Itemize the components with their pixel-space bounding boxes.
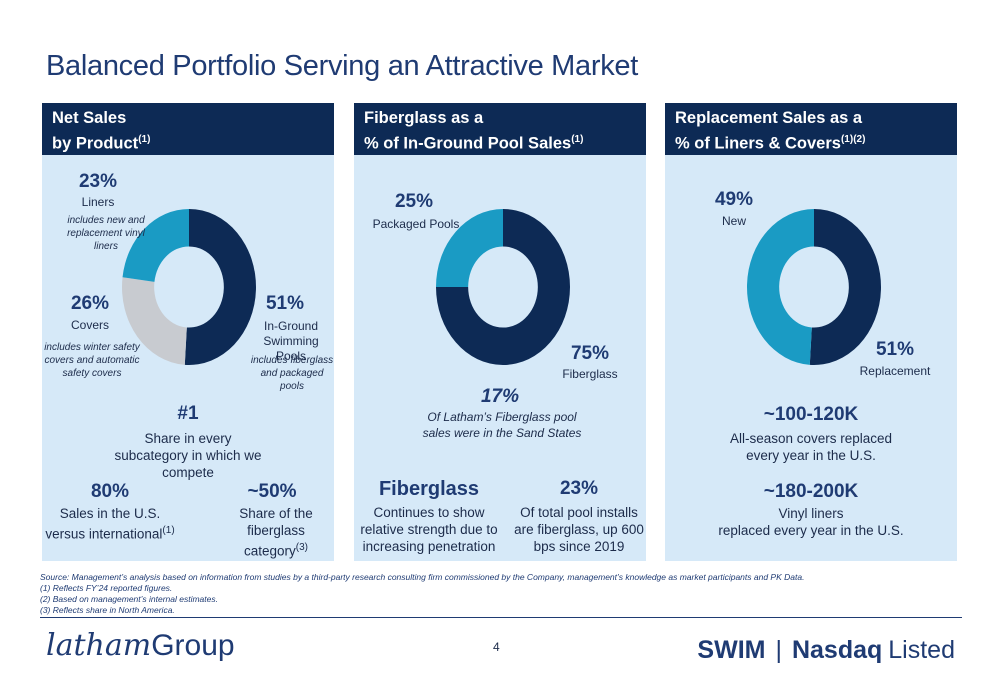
- liners-text2: replaced every year in the U.S.: [718, 523, 904, 538]
- page-title: Balanced Portfolio Serving an Attractive…: [46, 50, 638, 82]
- footnote-3: (3) Reflects share in North America.: [40, 605, 175, 615]
- fg-text: Continues to show relative strength due …: [360, 505, 498, 554]
- liners-range: ~180-200K: [763, 481, 859, 502]
- header-line1: Replacement Sales as a: [675, 109, 863, 127]
- repl-pct: 51%: [875, 339, 915, 360]
- sand-pct: 17%: [480, 386, 520, 407]
- rank: #1: [177, 403, 199, 424]
- footnote-1: (1) Reflects FY’24 reported figures.: [40, 583, 173, 593]
- header-sup: (1): [571, 134, 584, 145]
- repl-label: Replacement: [859, 364, 931, 378]
- footnotes: Source: Management’s analysis based on i…: [40, 572, 804, 616]
- fg-title: Fiberglass: [378, 478, 480, 500]
- logo-word: latham: [46, 628, 152, 663]
- header-line2: % of In-Ground Pool Sales: [364, 134, 572, 153]
- covers-text: All-season covers replaced every year in…: [729, 431, 893, 463]
- covers-slice: [121, 277, 187, 365]
- liners-label: Liners: [81, 195, 115, 209]
- us-text: Sales in the U.S. versus international: [45, 506, 163, 542]
- logo-group: Group: [151, 629, 235, 662]
- fiberglass-donut: [436, 209, 570, 365]
- footnote-source: Source: Management’s analysis based on i…: [40, 572, 805, 582]
- footer-divider: [40, 617, 962, 618]
- header-line1: Net Sales: [52, 109, 127, 127]
- ticker-swim: SWIM: [697, 636, 766, 664]
- covers-note: includes winter safety covers and automa…: [44, 342, 140, 379]
- new-pct: 49%: [714, 189, 754, 210]
- packaged-pools-slice: [436, 209, 503, 287]
- panel-net-sales-header: Net Sales by Product(1): [42, 103, 334, 155]
- liners-note: includes new and replacement vinyl liner…: [67, 215, 145, 252]
- panel-net-sales: Net Sales by Product(1) 23% Liners inclu…: [42, 103, 334, 561]
- header-sup: (1): [138, 134, 151, 145]
- panel-fiberglass: Fiberglass as a % of In-Ground Pool Sale…: [354, 103, 646, 561]
- panel-fiberglass-header: Fiberglass as a % of In-Ground Pool Sale…: [354, 103, 646, 155]
- replacement-slice: [809, 209, 882, 365]
- panel-replacement: Replacement Sales as a % of Liners & Cov…: [665, 103, 957, 561]
- header-sup: (1)(2): [840, 134, 866, 145]
- share-pct: ~50%: [247, 481, 297, 502]
- installs-text: Of total pool installs are fiberglass, u…: [514, 505, 644, 554]
- us-sup: (1): [162, 525, 175, 536]
- ticker: SWIM | Nasdaq Listed: [697, 636, 955, 665]
- header-line2: by Product: [52, 134, 139, 153]
- ticker-listed: Listed: [888, 636, 955, 664]
- packaged-label: Packaged Pools: [372, 217, 460, 231]
- footnote-2: (2) Based on management’s internal estim…: [40, 594, 218, 604]
- header-line1: Fiberglass as a: [364, 109, 484, 127]
- new-slice: [747, 209, 814, 365]
- covers-label: Covers: [70, 318, 109, 332]
- covers-pct: 26%: [70, 293, 110, 314]
- net-sales-donut: [121, 209, 257, 365]
- page-number: 4: [493, 640, 500, 654]
- ticker-nasdaq: Nasdaq: [791, 636, 883, 664]
- liners-slice: [122, 209, 189, 282]
- new-label: New: [721, 214, 746, 228]
- fiberglass-pct: 75%: [570, 343, 610, 364]
- share-sup: (3): [295, 542, 308, 553]
- liners-text1: Vinyl liners: [778, 506, 844, 521]
- us-pct: 80%: [90, 481, 130, 502]
- packaged-pct: 25%: [394, 191, 434, 212]
- header-line2: % of Liners & Covers: [675, 134, 841, 153]
- rank-text: Share in every subcategory in which we c…: [114, 431, 262, 480]
- ticker-separator: |: [775, 636, 782, 664]
- replacement-donut: [747, 209, 882, 365]
- panel-replacement-header: Replacement Sales as a % of Liners & Cov…: [665, 103, 957, 155]
- fiberglass-slice: [436, 209, 570, 365]
- liners-pct: 23%: [78, 171, 118, 192]
- share-text: Share of the fiberglass category: [239, 506, 313, 559]
- pools-pct: 51%: [265, 293, 305, 314]
- latham-logo: lathamGroup: [46, 628, 235, 663]
- installs-pct: 23%: [559, 478, 599, 499]
- sand-text: Of Latham’s Fiberglass pool sales were i…: [422, 410, 582, 440]
- fiberglass-label: Fiberglass: [562, 367, 618, 381]
- pools-slice: [184, 209, 257, 365]
- pools-label: In-Ground Swimming Pools: [263, 319, 319, 363]
- pools-note: includes fiberglass and packaged pools: [250, 355, 334, 392]
- covers-range: ~100-120K: [763, 404, 859, 425]
